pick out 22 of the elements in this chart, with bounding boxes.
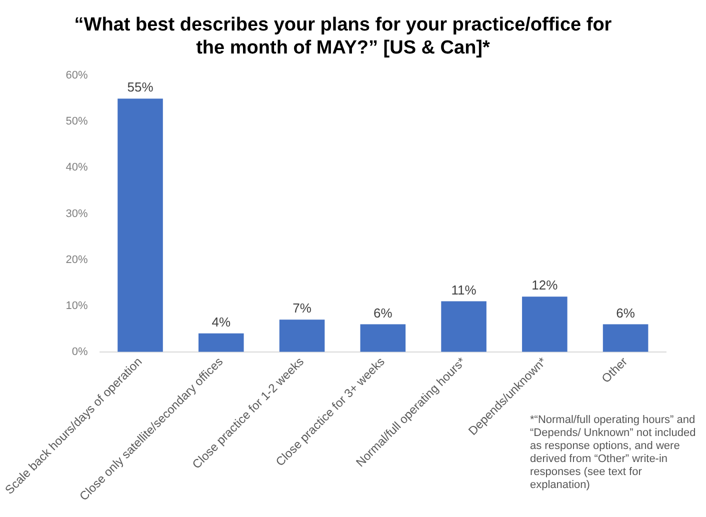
bar xyxy=(118,98,163,352)
data-label: 6% xyxy=(374,305,393,320)
y-tick-label: 20% xyxy=(66,254,88,266)
y-tick-label: 30% xyxy=(66,208,88,220)
bar xyxy=(360,324,406,352)
data-label: 4% xyxy=(212,314,231,330)
bar xyxy=(522,296,568,352)
data-label: 6% xyxy=(616,305,636,320)
bar xyxy=(602,324,648,352)
y-tick-label: 50% xyxy=(66,116,88,128)
chart-title: “What best describes your plans for your practice/office for the month of MAY?” [US & Can]* xyxy=(74,14,612,58)
bar xyxy=(198,333,244,352)
bar xyxy=(441,301,486,352)
y-tick-label: 40% xyxy=(66,162,88,174)
y-tick-label: 0% xyxy=(72,346,88,358)
y-tick-label: 10% xyxy=(66,300,88,312)
data-label: 55% xyxy=(127,80,154,95)
data-label: 7% xyxy=(292,300,312,316)
y-tick-label: 60% xyxy=(66,70,88,82)
data-label: 12% xyxy=(532,278,558,293)
bar xyxy=(279,320,325,352)
data-label: 11% xyxy=(451,282,477,298)
